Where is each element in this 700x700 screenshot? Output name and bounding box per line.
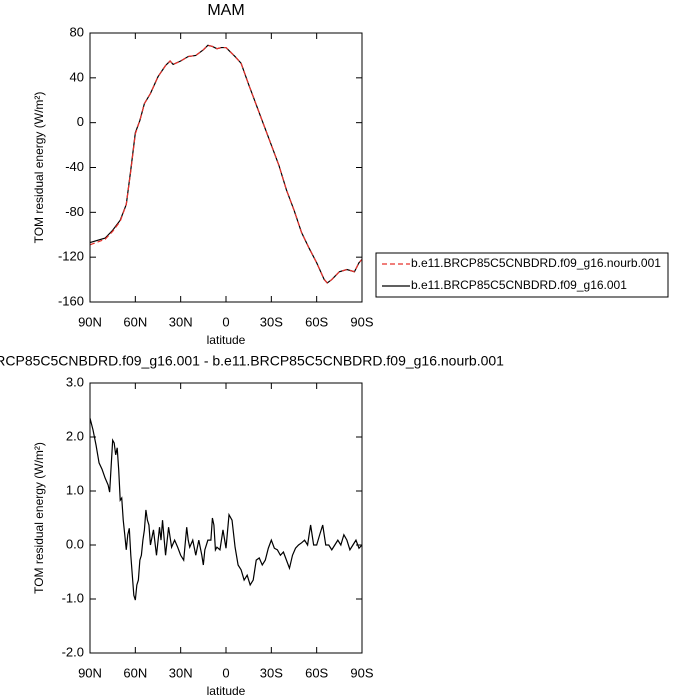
chart-title: b.e11.BRCP85C5CNBDRD.f09_g16.001 - b.e11…: [0, 353, 504, 369]
legend-label: b.e11.BRCP85C5CNBDRD.f09_g16.001: [411, 278, 627, 292]
x-tick-label: 30S: [260, 314, 283, 329]
y-tick-label: 2.0: [66, 428, 84, 443]
x-tick-label: 30N: [169, 665, 193, 680]
x-tick-label: 60S: [305, 314, 328, 329]
x-tick-label: 0: [222, 665, 229, 680]
x-tick-label: 90N: [78, 665, 102, 680]
x-tick-label: 60N: [123, 314, 147, 329]
x-tick-label: 60N: [123, 665, 147, 680]
y-tick-label: 3.0: [66, 374, 84, 389]
x-tick-label: 30S: [260, 665, 283, 680]
y-tick-label: -2.0: [62, 644, 84, 659]
y-tick-label: 80: [70, 24, 84, 39]
plot-frame: [89, 382, 363, 654]
y-tick-label: -160: [58, 293, 84, 308]
x-tick-label: 60S: [305, 665, 328, 680]
y-tick-label: -80: [65, 204, 84, 219]
y-axis-label: TOM residual energy (W/m²): [32, 442, 46, 594]
y-axis-label: TOM residual energy (W/m²): [32, 92, 46, 244]
legend-box: [375, 252, 669, 298]
y-tick-label: 1.0: [66, 482, 84, 497]
data-line: [89, 417, 363, 601]
data-line: [89, 44, 363, 284]
y-tick-label: -40: [65, 159, 84, 174]
x-axis-label: latitude: [207, 684, 246, 698]
x-tick-label: 0: [222, 314, 229, 329]
legend-label: b.e11.BRCP85C5CNBDRD.f09_g16.nourb.001: [411, 256, 661, 270]
x-tick-label: 90N: [78, 314, 102, 329]
y-tick-label: 40: [70, 69, 84, 84]
x-tick-label: 90S: [350, 665, 373, 680]
y-tick-label: -120: [58, 249, 84, 264]
chart-title: MAM: [207, 2, 244, 19]
x-tick-label: 90S: [350, 314, 373, 329]
data-line: [89, 44, 363, 284]
y-tick-label: 0: [77, 114, 84, 129]
y-tick-label: -1.0: [62, 590, 84, 605]
x-axis-label: latitude: [207, 333, 246, 347]
y-tick-label: 0.0: [66, 536, 84, 551]
x-tick-label: 30N: [169, 314, 193, 329]
